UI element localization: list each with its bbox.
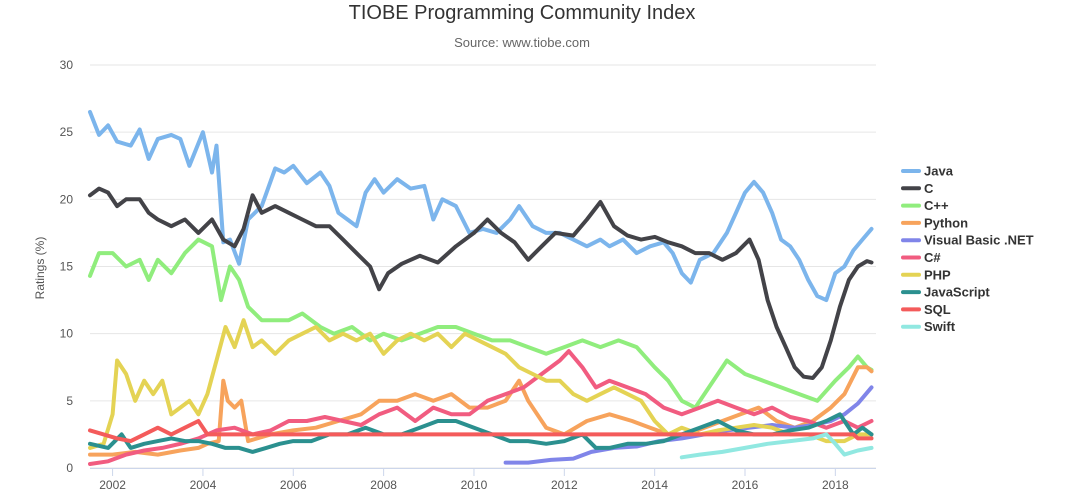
legend-item[interactable]: C	[901, 181, 934, 196]
y-tick-label: 0	[66, 461, 73, 475]
x-tick-label: 2008	[370, 478, 397, 492]
legend-label: C	[924, 181, 934, 196]
series-line-swift	[679, 432, 874, 460]
y-tick-label: 30	[60, 58, 74, 72]
series-lines	[88, 110, 874, 466]
legend-item[interactable]: JavaScript	[901, 285, 990, 300]
legend-item[interactable]: Visual Basic .NET	[901, 233, 1034, 248]
legend-label: C#	[924, 250, 941, 265]
y-tick-label: 25	[60, 125, 74, 139]
y-tick-label: 10	[60, 327, 74, 341]
x-tick-label: 2012	[551, 478, 578, 492]
chart-title: TIOBE Programming Community Index	[348, 2, 696, 24]
legend-item[interactable]: C++	[901, 198, 949, 213]
y-axis: 0 5 10 15 20 25 30	[60, 58, 74, 475]
series-line-sql	[88, 419, 874, 444]
x-tick-label: 2006	[280, 478, 307, 492]
y-tick-label: 20	[60, 192, 74, 206]
x-tick-label: 2018	[822, 478, 849, 492]
legend-item[interactable]: SQL	[901, 302, 951, 317]
x-tick-label: 2016	[732, 478, 759, 492]
legend-label: Python	[924, 215, 968, 230]
series-line-c	[88, 349, 874, 466]
x-tick-label: 2010	[461, 478, 488, 492]
legend: Java C C++ Python Visual Basic .NET C# PHP Java…	[901, 164, 1034, 334]
series-line-c	[88, 237, 874, 410]
series-line-java	[88, 110, 874, 303]
legend-label: Swift	[924, 319, 956, 334]
y-tick-label: 15	[60, 260, 74, 274]
legend-label: C++	[924, 198, 949, 213]
series-line-c	[88, 186, 874, 380]
x-axis: 2002 2004 2006 2008 2010 2012 2014 2016 2018	[90, 468, 876, 492]
legend-item[interactable]: Swift	[901, 319, 956, 334]
legend-label: Visual Basic .NET	[924, 233, 1034, 248]
legend-label: JavaScript	[924, 285, 990, 300]
chart-subtitle: Source: www.tiobe.com	[454, 35, 590, 50]
legend-item[interactable]: C#	[901, 250, 941, 265]
x-tick-label: 2014	[641, 478, 668, 492]
legend-item[interactable]: Python	[901, 215, 968, 230]
legend-label: Java	[924, 164, 954, 179]
x-tick-label: 2002	[99, 478, 126, 492]
x-tick-label: 2004	[190, 478, 217, 492]
series-line-python	[88, 365, 874, 457]
y-tick-label: 5	[66, 394, 73, 408]
legend-item[interactable]: Java	[901, 164, 954, 179]
y-axis-label: Ratings (%)	[33, 237, 47, 300]
legend-label: PHP	[924, 267, 951, 282]
legend-item[interactable]: PHP	[901, 267, 951, 282]
legend-label: SQL	[924, 302, 951, 317]
